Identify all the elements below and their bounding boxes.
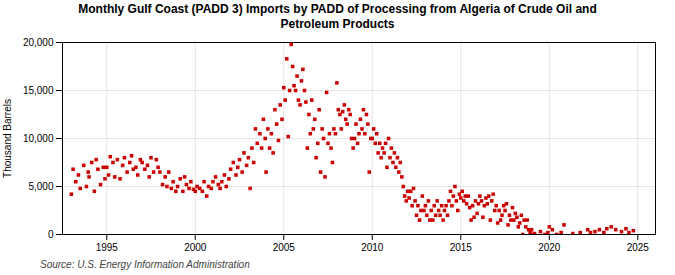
html-text:Source: U.S. Energy Informatio: Source: U.S. Energy Information Administ… xyxy=(40,259,250,270)
html-text:Monthly Gulf Coast (PADD 3) Im: Monthly Gulf Coast (PADD 3) Imports by P… xyxy=(78,2,597,31)
svg-text:2010: 2010 xyxy=(361,242,384,253)
svg-text:Thousand Barrels: Thousand Barrels xyxy=(2,99,13,178)
svg-text:0: 0 xyxy=(48,229,54,240)
svg-text:2005: 2005 xyxy=(273,242,296,253)
svg-text:2020: 2020 xyxy=(538,242,561,253)
svg-text:5,000: 5,000 xyxy=(28,181,53,192)
svg-text:2025: 2025 xyxy=(627,242,650,253)
svg-text:15,000: 15,000 xyxy=(23,85,54,96)
svg-text:2015: 2015 xyxy=(450,242,473,253)
svg-text:2000: 2000 xyxy=(184,242,207,253)
svg-text:20,000: 20,000 xyxy=(23,37,54,48)
svg-text:10,000: 10,000 xyxy=(23,133,54,144)
svg-text:1995: 1995 xyxy=(96,242,119,253)
